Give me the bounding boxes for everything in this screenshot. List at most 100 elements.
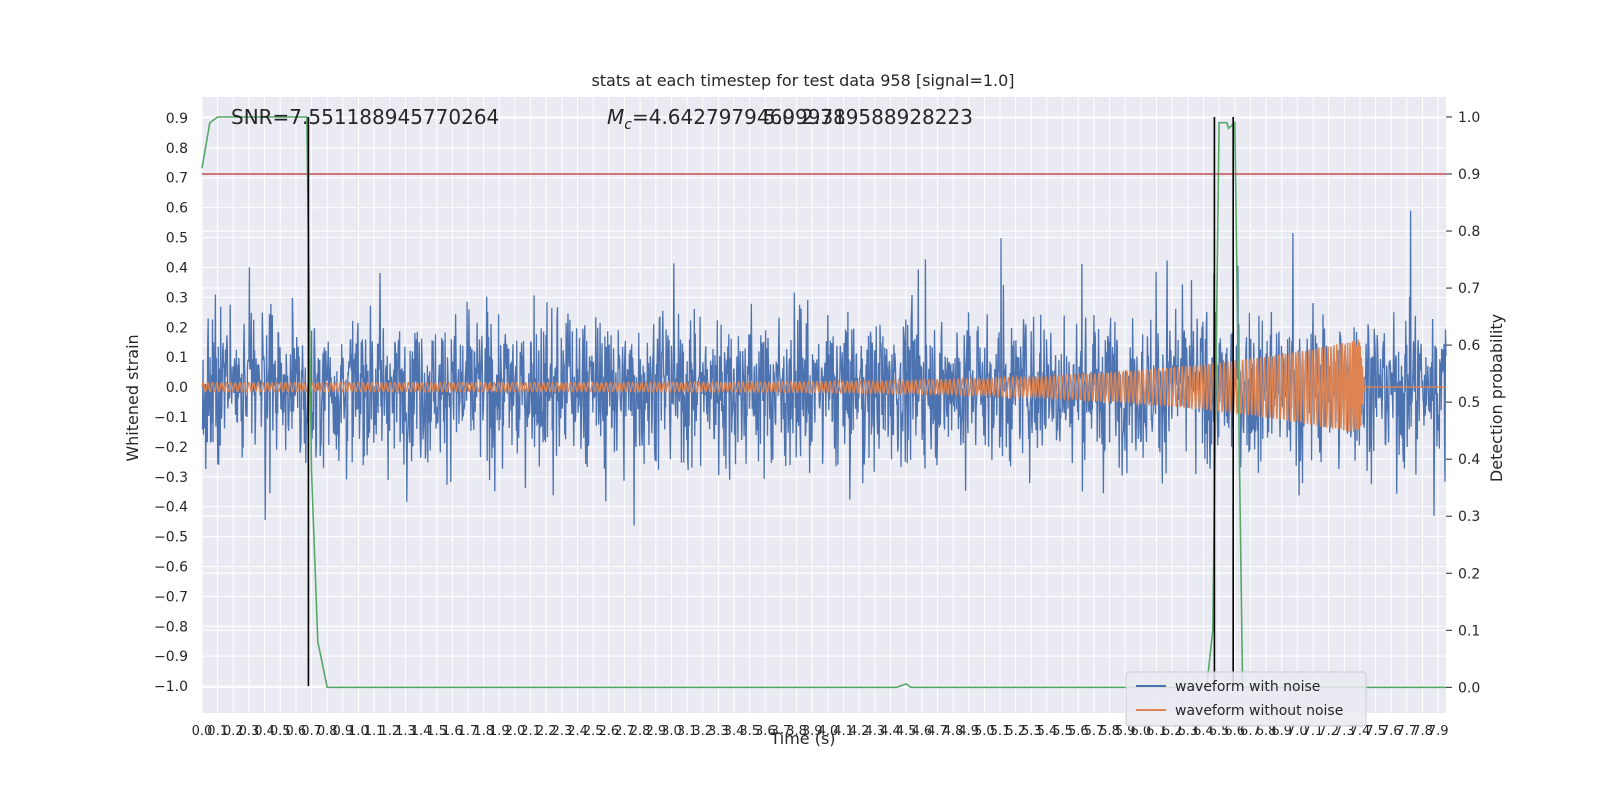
x-tick-label: 5.6	[1068, 724, 1089, 739]
x-tick-label: 1.9	[489, 724, 510, 739]
x-axis-ticks: 0.00.10.20.30.40.50.60.70.80.91.01.11.21…	[192, 724, 1449, 739]
x-tick-label: 3.2	[692, 724, 713, 739]
chart-title: stats at each timestep for test data 958…	[591, 71, 1014, 90]
x-tick-label: 6.5	[1209, 724, 1230, 739]
left-tick-label: −0.2	[154, 440, 188, 456]
x-tick-label: 1.1	[364, 724, 385, 739]
x-tick-label: 2.2	[536, 724, 557, 739]
x-tick-label: 2.3	[552, 724, 573, 739]
x-tick-label: 7.7	[1397, 724, 1418, 739]
x-tick-label: 4.3	[865, 724, 886, 739]
x-tick-label: 5.8	[1099, 724, 1120, 739]
x-tick-label: 1.5	[426, 724, 447, 739]
x-tick-label: 7.8	[1412, 724, 1433, 739]
right-tick-label: 0.6	[1458, 338, 1480, 354]
right-tick-label: 0.8	[1458, 224, 1480, 240]
left-tick-label: 0.3	[166, 290, 188, 306]
left-tick-label: −0.1	[154, 410, 188, 426]
left-tick-label: 0.6	[166, 201, 188, 217]
x-tick-label: 6.7	[1240, 724, 1261, 739]
x-tick-label: 4.9	[958, 724, 979, 739]
right-tick-label: 0.1	[1458, 623, 1480, 639]
left-tick-label: 0.5	[166, 231, 188, 247]
x-tick-label: 1.6	[442, 724, 463, 739]
x-tick-label: 0.0	[192, 724, 213, 739]
x-tick-label: 5.2	[1005, 724, 1026, 739]
left-tick-label: −0.6	[154, 559, 188, 575]
legend-box	[1125, 671, 1367, 727]
x-tick-label: 6.1	[1146, 724, 1167, 739]
x-tick-label: 0.3	[239, 724, 260, 739]
x-tick-label: 0.7	[301, 724, 322, 739]
legend-label-clean: waveform without noise	[1175, 703, 1343, 719]
left-tick-label: 0.1	[166, 350, 188, 366]
x-tick-label: 0.4	[254, 724, 275, 739]
left-tick-label: 0.8	[166, 141, 188, 157]
x-tick-label: 2.0	[505, 724, 526, 739]
x-tick-label: 1.7	[458, 724, 479, 739]
y-axis-label-left: Whitened strain	[123, 334, 142, 461]
left-tick-label: −1.0	[154, 679, 188, 695]
right-tick-label: 0.4	[1458, 452, 1480, 468]
right-tick-label: 0.7	[1458, 281, 1480, 297]
x-tick-label: 4.2	[849, 724, 870, 739]
x-tick-label: 2.1	[520, 724, 541, 739]
left-tick-label: 0.0	[166, 380, 188, 396]
x-tick-label: 7.0	[1287, 724, 1308, 739]
series-detection-probability	[201, 116, 1446, 689]
right-tick-label: 0.9	[1458, 167, 1480, 183]
x-tick-label: 3.7	[771, 724, 792, 739]
chirp-mass-annotation: Mc=4.64279794699931	[607, 105, 846, 133]
x-tick-label: 4.1	[833, 724, 854, 739]
chirp-mass-subscript: c	[624, 117, 632, 133]
legend: waveform with noise waveform without noi…	[1125, 671, 1367, 727]
x-tick-label: 7.5	[1365, 724, 1386, 739]
x-tick-label: 7.4	[1350, 724, 1371, 739]
x-tick-label: 6.9	[1271, 724, 1292, 739]
left-tick-label: 0.9	[166, 111, 188, 127]
x-tick-label: 0.6	[286, 724, 307, 739]
left-tick-label: −0.3	[154, 470, 188, 486]
x-tick-label: 3.6	[755, 724, 776, 739]
x-tick-label: 5.4	[1037, 724, 1058, 739]
x-tick-label: 3.3	[708, 724, 729, 739]
x-tick-label: 6.4	[1193, 724, 1214, 739]
left-tick-label: −0.5	[154, 530, 188, 546]
left-tick-label: −0.4	[154, 500, 188, 516]
x-tick-label: 2.6	[598, 724, 619, 739]
x-tick-label: 6.8	[1256, 724, 1277, 739]
x-tick-label: 6.0	[1131, 724, 1152, 739]
x-tick-label: 2.5	[583, 724, 604, 739]
legend-label-noise: waveform with noise	[1175, 679, 1320, 695]
right-tick-label: 0.2	[1458, 566, 1480, 582]
x-tick-label: 0.9	[332, 724, 353, 739]
x-tick-label: 0.1	[207, 724, 228, 739]
probability-line	[201, 116, 1446, 689]
x-tick-label: 1.2	[379, 724, 400, 739]
x-axis-label: Time (s)	[769, 729, 835, 748]
chirp-mass-value: =4.64279794699931	[632, 105, 846, 129]
x-tick-label: 0.8	[317, 724, 338, 739]
x-tick-label: 4.4	[880, 724, 901, 739]
x-tick-label: 4.6	[911, 724, 932, 739]
x-tick-label: 3.8	[786, 724, 807, 739]
left-tick-label: 0.4	[166, 260, 188, 276]
x-tick-label: 3.4	[724, 724, 745, 739]
x-tick-label: 1.4	[411, 724, 432, 739]
x-tick-label: 2.8	[630, 724, 651, 739]
x-tick-label: 5.3	[1021, 724, 1042, 739]
x-tick-label: 5.0	[974, 724, 995, 739]
x-tick-label: 7.9	[1428, 724, 1449, 739]
left-tick-label: −0.9	[154, 649, 188, 665]
x-tick-label: 1.3	[395, 724, 416, 739]
x-tick-label: 0.2	[223, 724, 244, 739]
x-tick-label: 1.0	[348, 724, 369, 739]
x-tick-label: 6.3	[1177, 724, 1198, 739]
left-axis-ticks: −1.0 −0.9 −0.8 −0.7 −0.6 −0.5 −0.4 −0.3 −0.2 −0.1…	[154, 111, 188, 695]
left-tick-label: 0.7	[166, 171, 188, 187]
x-tick-label: 3.5	[739, 724, 760, 739]
x-tick-label: 2.7	[614, 724, 635, 739]
x-tick-label: 4.7	[927, 724, 948, 739]
x-tick-label: 7.2	[1318, 724, 1339, 739]
left-tick-label: −0.7	[154, 589, 188, 605]
